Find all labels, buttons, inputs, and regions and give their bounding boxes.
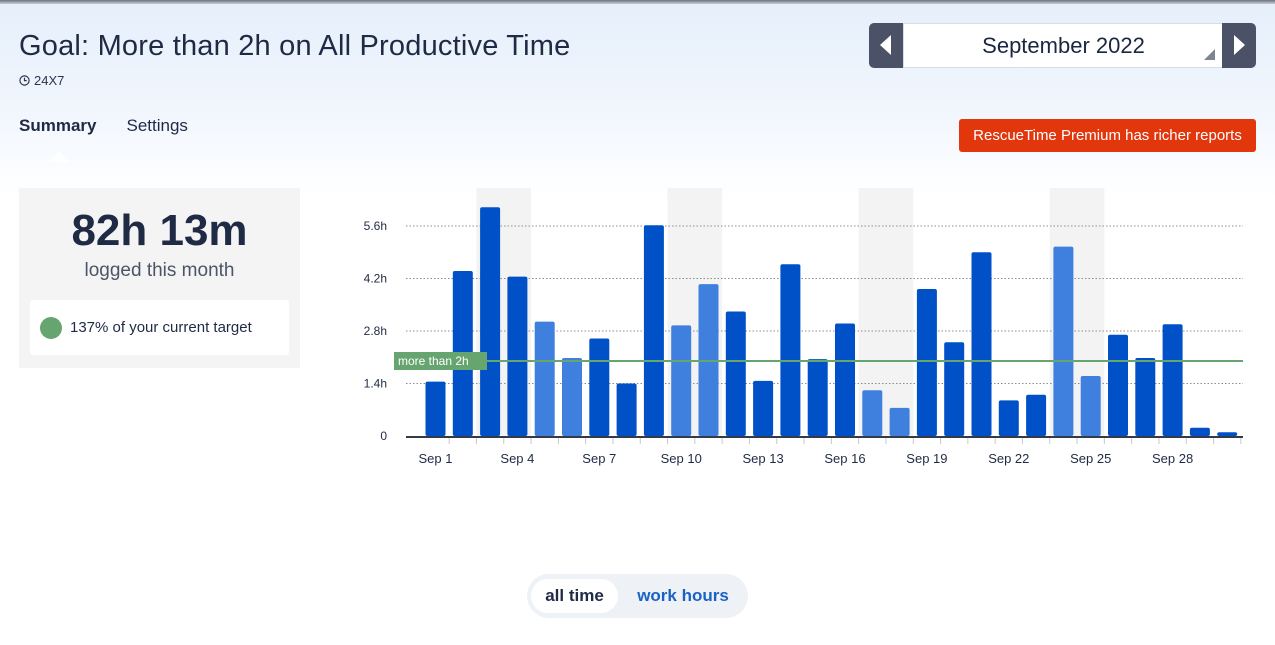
dropdown-corner-icon <box>1204 49 1215 60</box>
bar-day-26 <box>1108 334 1128 436</box>
bar-day-24 <box>1053 246 1074 436</box>
all-time-toggle[interactable]: all time <box>531 579 618 613</box>
bar-day-9 <box>643 225 664 436</box>
time-range-toggle: all time work hours <box>527 574 748 618</box>
x-tick-label: Sep 1 <box>419 451 453 466</box>
bar-day-1 <box>425 381 446 436</box>
x-tick-label: Sep 28 <box>1152 451 1193 466</box>
x-tick-label: Sep 19 <box>906 451 947 466</box>
bar-day-13 <box>753 380 774 436</box>
x-tick-label: Sep 10 <box>661 451 702 466</box>
y-tick-label: 0 <box>380 429 387 443</box>
work-hours-toggle[interactable]: work hours <box>637 586 729 605</box>
month-select-value: September 2022 <box>982 32 1145 58</box>
total-time: 82h 13m <box>71 206 248 255</box>
bar-day-14 <box>780 264 801 436</box>
schedule-label: 24X7 <box>34 73 65 88</box>
premium-reports-button[interactable]: RescueTime Premium has richer reports <box>959 119 1256 152</box>
window-top-edge <box>0 0 1275 4</box>
previous-month-button[interactable] <box>869 23 903 68</box>
bar-day-29 <box>1189 427 1210 436</box>
bar-day-25 <box>1080 376 1101 436</box>
triangle-left-icon <box>880 35 891 55</box>
bar-day-18 <box>889 407 910 436</box>
status-dot-icon <box>40 317 62 339</box>
x-tick-label: Sep 16 <box>824 451 865 466</box>
x-tick-label: Sep 4 <box>500 451 534 466</box>
bar-day-22 <box>998 400 1019 436</box>
bar-day-20 <box>944 342 965 436</box>
schedule-indicator: 24X7 <box>19 73 64 88</box>
goal-label-tag <box>394 352 487 370</box>
bar-day-23 <box>1026 394 1047 436</box>
bar-day-3 <box>480 207 501 436</box>
y-tick-label: 2.8h <box>364 324 387 338</box>
total-time-label: logged this month <box>84 260 235 281</box>
bar-day-19 <box>916 289 937 436</box>
target-status: 137% of your current target <box>30 300 289 355</box>
bar-day-30 <box>1217 432 1238 436</box>
month-picker: September 2022 <box>869 23 1256 68</box>
goal-label: more than 2h <box>398 354 469 368</box>
bar-day-12 <box>725 311 746 436</box>
target-percentage-text: 137% of your current target <box>70 319 252 336</box>
bar-day-4 <box>507 276 528 436</box>
bar-day-27 <box>1135 358 1156 436</box>
daily-time-chart: 0 1.4h 2.8h 4.2h 5.6h Sep 1 Sep 4 Sep 7 Sep 10 Se… <box>364 188 1243 466</box>
next-month-button[interactable] <box>1222 23 1256 68</box>
y-tick-label: 1.4h <box>364 377 387 391</box>
y-tick-label: 5.6h <box>364 219 387 233</box>
x-tick-label: Sep 22 <box>988 451 1029 466</box>
page-title: Goal: More than 2h on All Productive Tim… <box>19 30 571 62</box>
bar-day-21 <box>971 252 992 436</box>
summary-card: 82h 13m logged this month 137% of your c… <box>19 188 300 368</box>
bar-day-8 <box>616 383 637 436</box>
y-tick-label: 4.2h <box>364 272 387 286</box>
tab-summary[interactable]: Summary <box>19 116 97 135</box>
x-tick-label: Sep 13 <box>742 451 783 466</box>
bar-day-16 <box>835 323 855 436</box>
bar-day-5 <box>534 321 555 436</box>
bar-day-6 <box>562 358 582 436</box>
bar-day-28 <box>1162 324 1183 436</box>
bar-day-15 <box>807 359 828 436</box>
month-select[interactable]: September 2022 <box>903 23 1224 68</box>
clock-icon <box>19 75 30 86</box>
active-tab-pointer <box>49 152 69 162</box>
bar-day-7 <box>589 338 610 436</box>
tab-settings[interactable]: Settings <box>126 116 188 135</box>
bar-day-17 <box>862 390 883 436</box>
x-tick-label: Sep 25 <box>1070 451 1111 466</box>
tab-bar: Summary Settings <box>19 116 188 136</box>
bar-day-10 <box>671 325 692 436</box>
x-tick-label: Sep 7 <box>582 451 616 466</box>
triangle-right-icon <box>1234 35 1245 55</box>
